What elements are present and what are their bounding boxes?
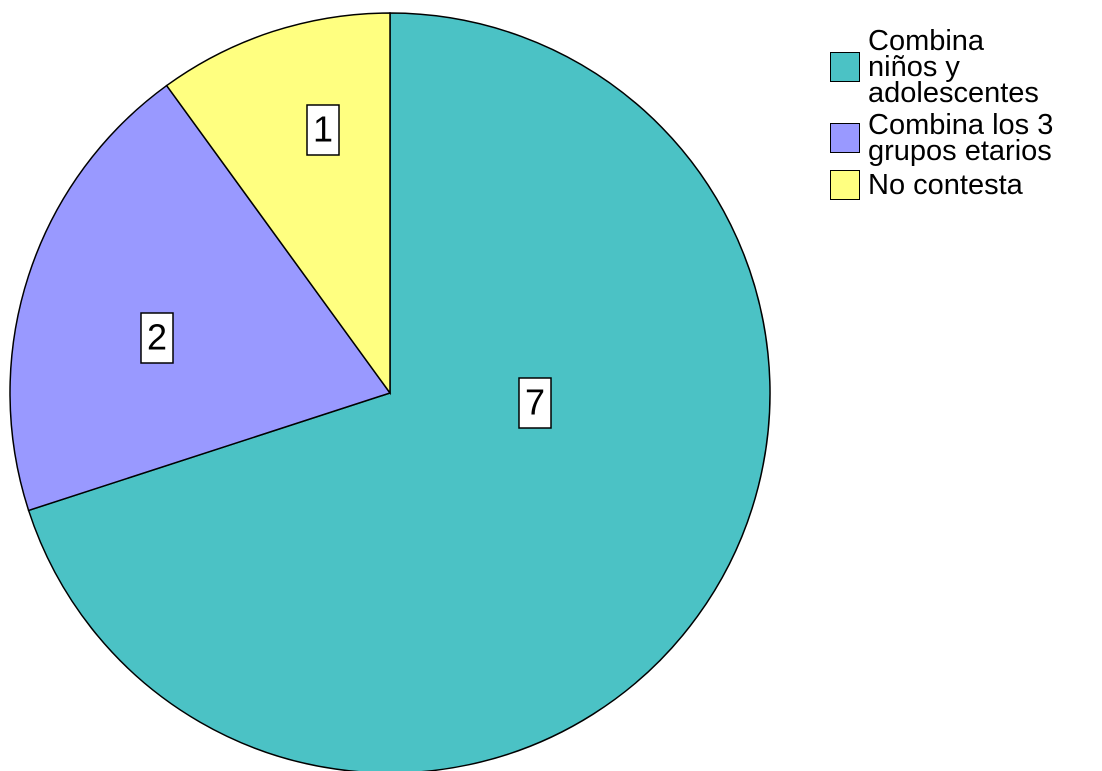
legend-swatch (830, 170, 860, 200)
data-label: 2 (147, 317, 167, 358)
legend-item: Combina los 3 grupos etarios (830, 109, 1057, 167)
legend-swatch (830, 123, 860, 153)
legend-label: No contesta (868, 169, 1023, 201)
legend-item: No contesta (830, 170, 1057, 200)
legend-swatch (830, 52, 860, 82)
pie-slice (9, 84, 392, 512)
data-label: 7 (525, 382, 545, 423)
data-label-box (518, 377, 552, 429)
legend-item: Combina niños y adolescentes (830, 25, 1057, 109)
data-label-box (140, 312, 174, 364)
data-label-box (306, 104, 340, 156)
legend-label: Combina los 3 grupos etarios (868, 109, 1054, 167)
pie-slice (27, 12, 771, 771)
data-label: 1 (313, 109, 333, 150)
legend: Combina niños y adolescentes Combina los … (830, 25, 1057, 206)
legend-label: Combina niños y adolescentes (868, 25, 1039, 109)
